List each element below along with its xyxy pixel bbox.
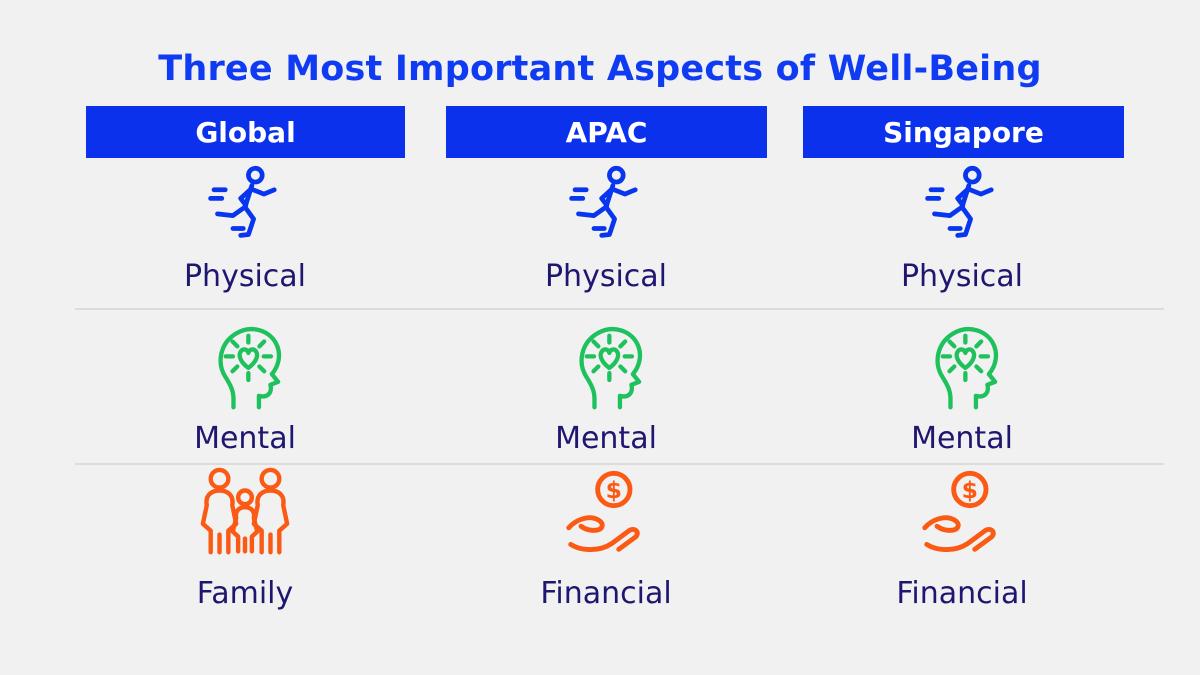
row-divider <box>75 463 1164 465</box>
row-divider <box>75 308 1164 310</box>
cell-apac-financial: Financial <box>496 466 716 610</box>
column-header-singapore: Singapore <box>803 106 1124 158</box>
aspect-label-mental: Mental <box>911 421 1013 456</box>
aspect-label-financial: Financial <box>540 576 672 611</box>
hand-coin-icon <box>554 466 658 564</box>
mind-heart-icon <box>558 318 654 414</box>
cell-apac-mental: Mental <box>496 318 716 455</box>
cell-singapore-physical: Physical <box>852 164 1072 293</box>
column-header-global-label: Global <box>195 115 296 149</box>
column-header-apac: APAC <box>446 106 767 158</box>
aspect-label-physical: Physical <box>900 259 1024 294</box>
aspect-label-mental: Mental <box>555 421 657 456</box>
running-person-icon <box>198 164 292 250</box>
page-title: Three Most Important Aspects of Well-Bei… <box>158 49 1042 89</box>
aspect-label-family: Family <box>196 576 294 611</box>
aspect-label-physical: Physical <box>183 259 307 294</box>
running-person-icon <box>559 164 653 250</box>
aspect-label-financial: Financial <box>896 576 1028 611</box>
cell-global-mental: Mental <box>135 318 355 455</box>
family-icon <box>193 466 297 564</box>
running-person-icon <box>915 164 1009 250</box>
cell-apac-physical: Physical <box>496 164 716 293</box>
aspect-label-mental: Mental <box>194 421 296 456</box>
cell-global-family: Family <box>135 466 355 610</box>
mind-heart-icon <box>914 318 1010 414</box>
column-header-singapore-label: Singapore <box>883 115 1044 149</box>
cell-global-physical: Physical <box>135 164 355 293</box>
cell-singapore-financial: Financial <box>852 466 1072 610</box>
hand-coin-icon <box>910 466 1014 564</box>
column-header-global: Global <box>86 106 405 158</box>
cell-singapore-mental: Mental <box>852 318 1072 455</box>
mind-heart-icon <box>197 318 293 414</box>
column-header-apac-label: APAC <box>565 115 648 149</box>
aspect-label-physical: Physical <box>544 259 668 294</box>
